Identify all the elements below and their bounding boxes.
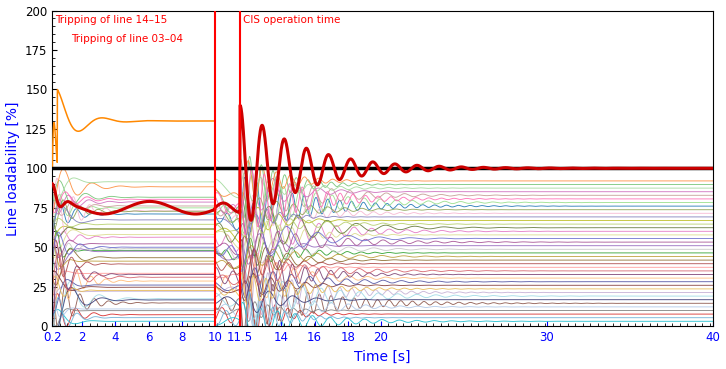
Text: CIS operation time: CIS operation time bbox=[243, 15, 340, 25]
Y-axis label: Line loadability [%]: Line loadability [%] bbox=[6, 101, 20, 235]
Text: Tripping of line 14–15: Tripping of line 14–15 bbox=[55, 15, 167, 25]
X-axis label: Time [s]: Time [s] bbox=[354, 349, 411, 363]
Text: Tripping of line 03–04: Tripping of line 03–04 bbox=[70, 34, 183, 44]
